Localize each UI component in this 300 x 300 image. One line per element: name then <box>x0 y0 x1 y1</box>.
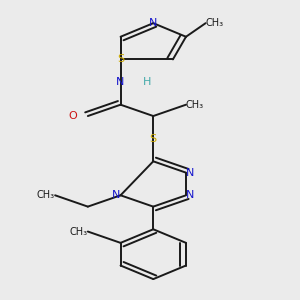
Text: N: N <box>186 168 194 178</box>
Text: H: H <box>142 77 151 87</box>
Text: CH₃: CH₃ <box>186 100 204 110</box>
Text: N: N <box>149 18 158 28</box>
Text: O: O <box>69 111 77 121</box>
Text: N: N <box>112 190 121 200</box>
Text: CH₃: CH₃ <box>206 18 224 28</box>
Text: N: N <box>116 77 125 87</box>
Text: CH₃: CH₃ <box>37 190 55 200</box>
Text: CH₃: CH₃ <box>70 226 88 236</box>
Text: S: S <box>117 54 124 64</box>
Text: S: S <box>150 134 157 144</box>
Text: N: N <box>186 190 194 200</box>
